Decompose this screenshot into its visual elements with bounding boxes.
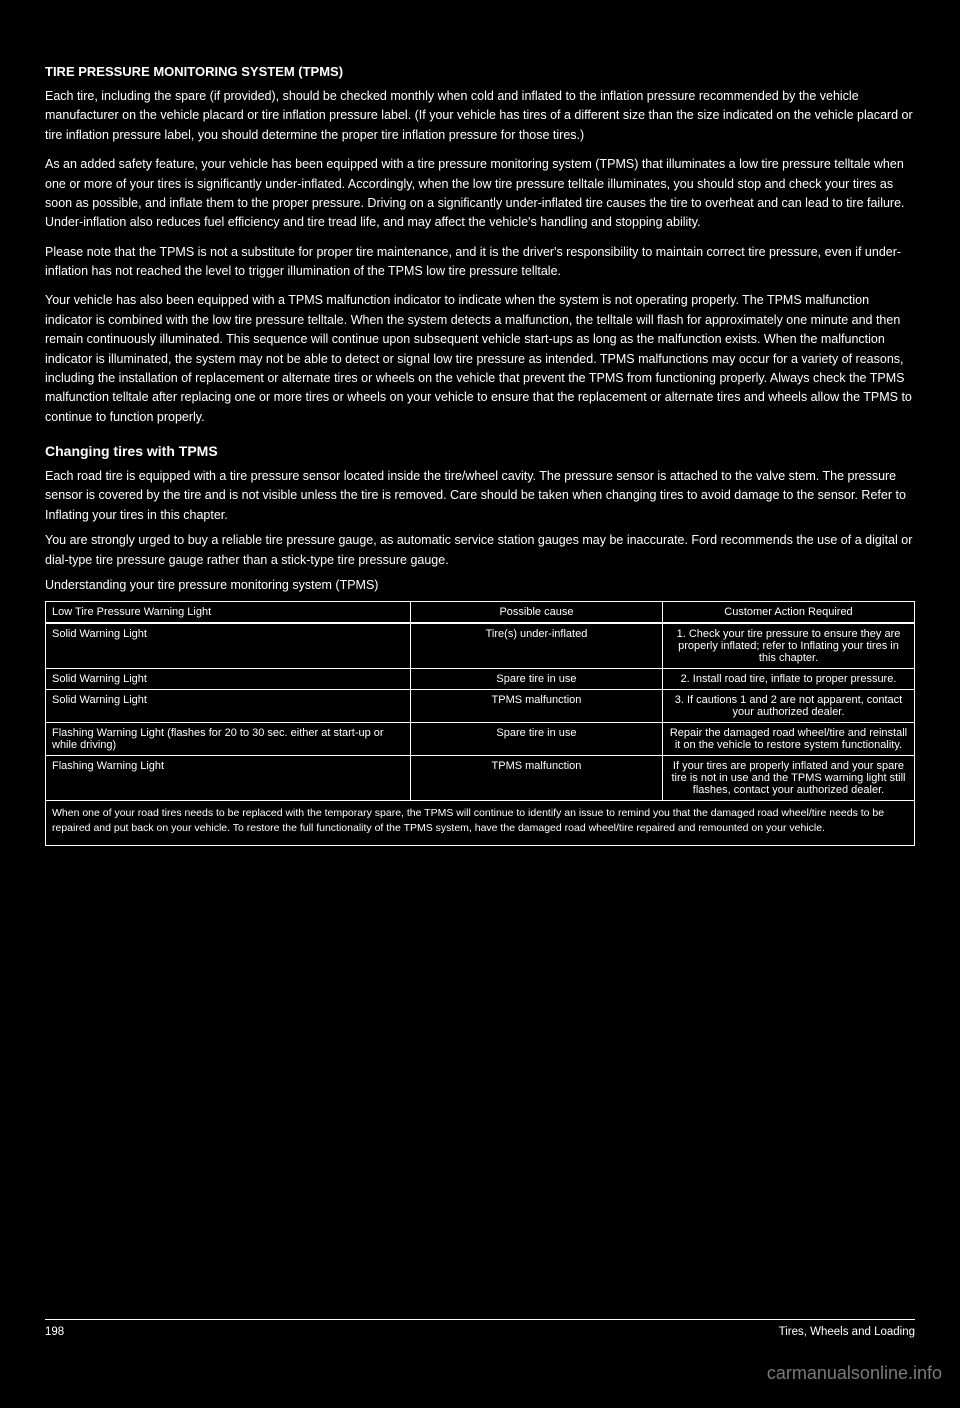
table-header-cell: Possible cause (410, 602, 662, 624)
table-header-row: Low Tire Pressure Warning Light Possible… (46, 602, 915, 624)
footer-section-label: Tires, Wheels and Loading (779, 1326, 915, 1338)
table-cell: TPMS malfunction (410, 756, 662, 801)
page-number: 198 (45, 1326, 64, 1338)
table-cell: 1. Check your tire pressure to ensure th… (662, 623, 914, 669)
table-header-cell: Low Tire Pressure Warning Light (46, 602, 411, 624)
table-note-cell: When one of your road tires needs to be … (46, 801, 915, 845)
table-row: Solid Warning Light Tire(s) under-inflat… (46, 623, 915, 669)
table-cell: Tire(s) under-inflated (410, 623, 662, 669)
table-row: Flashing Warning Light TPMS malfunction … (46, 756, 915, 801)
table-cell: Flashing Warning Light (flashes for 20 t… (46, 723, 411, 756)
table-cell: If your tires are properly inflated and … (662, 756, 914, 801)
table-cell: TPMS malfunction (410, 690, 662, 723)
watermark: carmanualsonline.info (767, 1363, 942, 1384)
table-row: Flashing Warning Light (flashes for 20 t… (46, 723, 915, 756)
body-paragraph: Your vehicle has also been equipped with… (45, 291, 915, 427)
table-cell: Flashing Warning Light (46, 756, 411, 801)
table-cell: Spare tire in use (410, 723, 662, 756)
body-paragraph: You are strongly urged to buy a reliable… (45, 531, 915, 570)
body-paragraph: Understanding your tire pressure monitor… (45, 576, 915, 595)
table-cell: Solid Warning Light (46, 623, 411, 669)
subsection-heading: Changing tires with TPMS (45, 443, 915, 459)
body-paragraph: Please note that the TPMS is not a subst… (45, 243, 915, 282)
table-note-row: When one of your road tires needs to be … (46, 801, 915, 845)
page-footer: 198 Tires, Wheels and Loading (45, 1319, 915, 1338)
table-row: Solid Warning Light TPMS malfunction 3. … (46, 690, 915, 723)
tpms-table: Low Tire Pressure Warning Light Possible… (45, 601, 915, 845)
table-cell: 3. If cautions 1 and 2 are not apparent,… (662, 690, 914, 723)
table-cell: Repair the damaged road wheel/tire and r… (662, 723, 914, 756)
table-row: Solid Warning Light Spare tire in use 2.… (46, 669, 915, 690)
table-header-cell: Customer Action Required (662, 602, 914, 624)
table-cell: 2. Install road tire, inflate to proper … (662, 669, 914, 690)
body-paragraph: As an added safety feature, your vehicle… (45, 155, 915, 233)
table-cell: Solid Warning Light (46, 669, 411, 690)
section-heading: TIRE PRESSURE MONITORING SYSTEM (TPMS) (45, 64, 915, 79)
body-paragraph: Each tire, including the spare (if provi… (45, 87, 915, 145)
table-cell: Spare tire in use (410, 669, 662, 690)
table-cell: Solid Warning Light (46, 690, 411, 723)
body-paragraph: Each road tire is equipped with a tire p… (45, 467, 915, 525)
